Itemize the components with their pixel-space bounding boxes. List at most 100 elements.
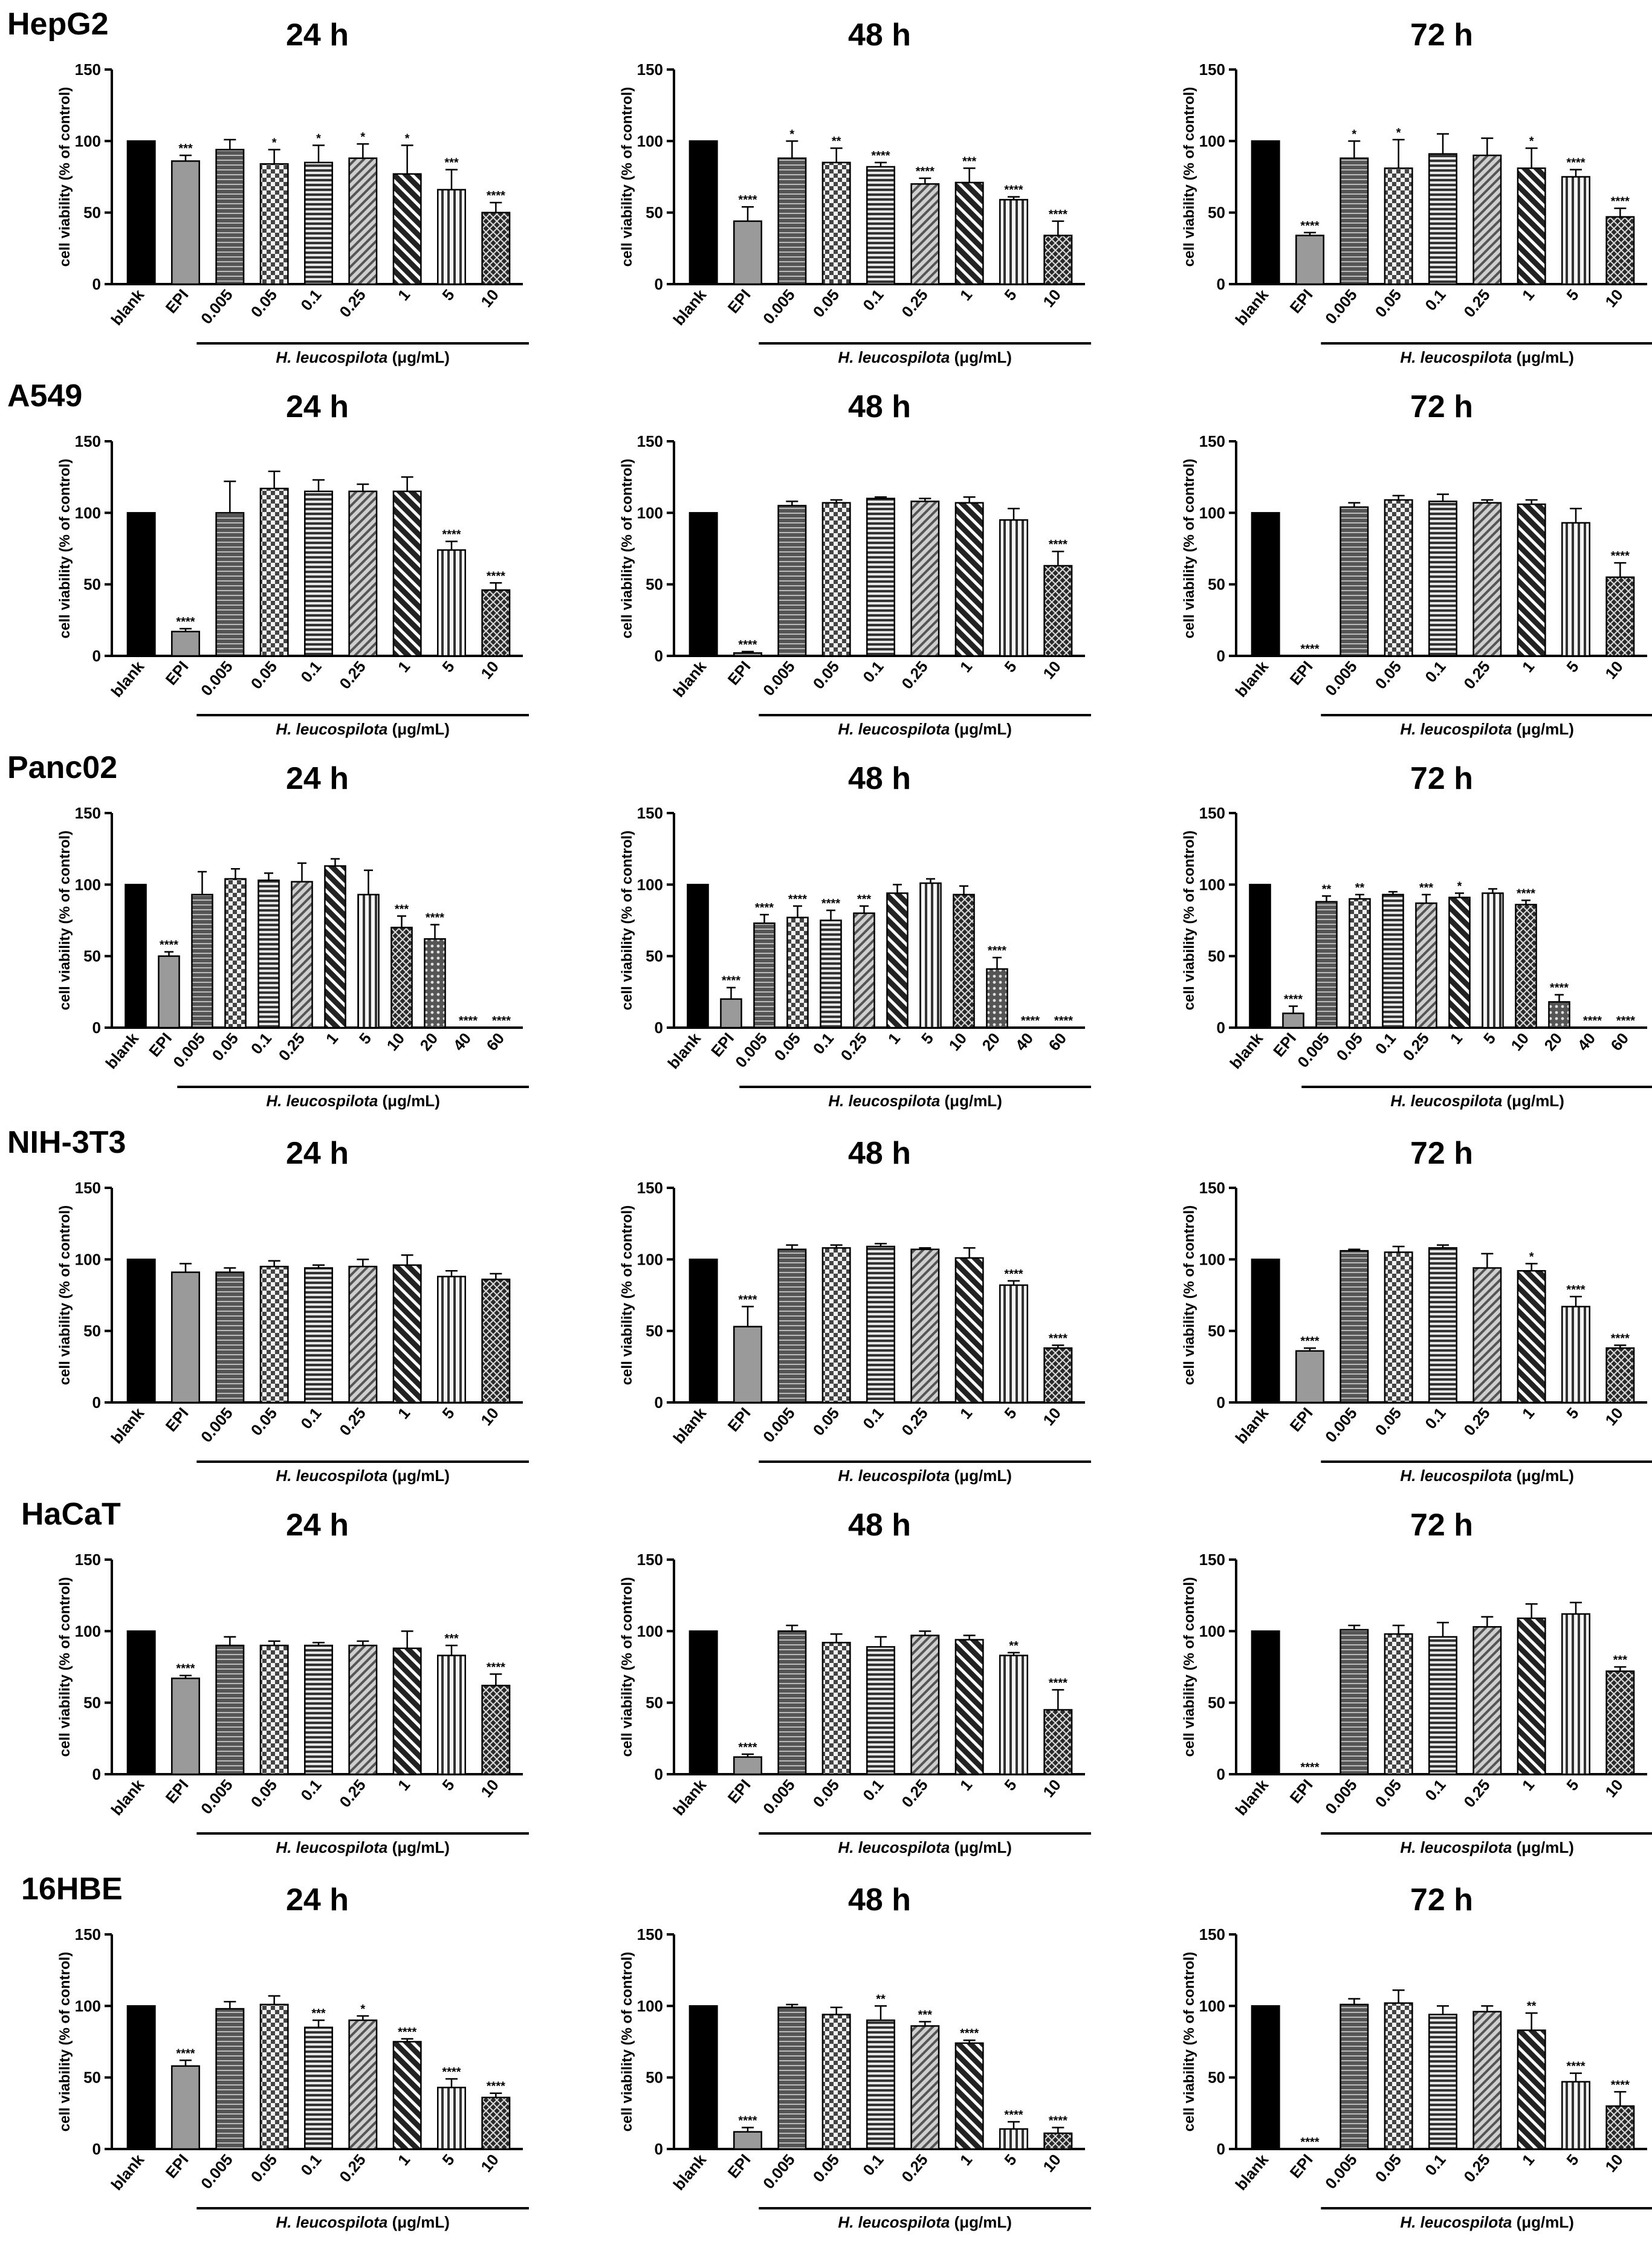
x-axis-label: H. leucospilota (μg/mL) [838, 2213, 1011, 2231]
x-tick-label: 1 [394, 1776, 413, 1794]
y-tick-label: 150 [75, 60, 101, 79]
bar [481, 1685, 511, 1775]
x-tick-label: 5 [1000, 1776, 1020, 1794]
bar [392, 1647, 422, 1775]
x-tick-label: EPI [724, 2151, 754, 2182]
x-tick-label: 0.25 [335, 1776, 369, 1811]
bar [171, 630, 200, 657]
x-tick-label: 10 [1039, 1404, 1064, 1429]
x-tick-label: 5 [918, 1029, 937, 1048]
x-tick-label: 10 [383, 1029, 409, 1054]
bar [481, 589, 511, 657]
significance-label: **** [1517, 887, 1535, 900]
significance-label: **** [398, 2026, 416, 2039]
bar [688, 1259, 718, 1404]
bar [1472, 2011, 1502, 2150]
significance-label: **** [1049, 1332, 1067, 1345]
x-tick-label: 0.25 [1399, 1029, 1433, 1065]
significance-label: *** [918, 2008, 933, 2021]
x-axis-label-species: H. leucospilota [266, 1092, 378, 1110]
bar [1517, 1270, 1546, 1404]
x-tick-label: 0.005 [759, 286, 798, 328]
significance-label: **** [442, 2066, 461, 2079]
y-tick-label: 50 [1208, 2069, 1225, 2087]
x-tick-label: 0.25 [898, 658, 931, 693]
x-axis-label-unit: (μg/mL) [950, 1467, 1012, 1485]
y-tick-label: 50 [83, 204, 101, 222]
y-tick-label: 50 [646, 1322, 663, 1340]
bar [259, 163, 289, 285]
bar [1428, 1247, 1457, 1404]
bar [1517, 167, 1546, 285]
bar [1472, 1626, 1502, 1775]
x-tick-label: 5 [1563, 1776, 1582, 1794]
significance-label: **** [1004, 2109, 1023, 2122]
y-tick-label: 150 [75, 1925, 101, 1943]
significance-label: **** [1611, 1332, 1630, 1345]
x-axis-label-species: H. leucospilota [1400, 720, 1512, 738]
bar [348, 1644, 378, 1775]
x-axis-label-species: H. leucospilota [838, 1467, 950, 1485]
bar [733, 1326, 762, 1404]
x-tick-label: 1 [956, 1404, 976, 1422]
bar [910, 1635, 940, 1775]
bar [1282, 1013, 1304, 1029]
x-tick-label: 0.1 [1421, 658, 1449, 686]
chart-title: 24 h [286, 1882, 349, 1917]
x-tick-label: 0.25 [335, 2151, 369, 2186]
x-axis-label: H. leucospilota (μg/mL) [838, 1467, 1011, 1485]
x-axis-label-unit: (μg/mL) [1502, 1092, 1564, 1110]
significance-label: * [316, 132, 321, 145]
row-label-hacat: HaCaT [21, 1497, 121, 1532]
bar [1517, 1617, 1546, 1775]
significance-label: **** [1583, 1014, 1602, 1028]
y-tick-label: 50 [83, 1694, 101, 1712]
significance-label: **** [916, 165, 935, 178]
x-tick-label: 0.1 [1421, 1404, 1449, 1433]
x-tick-label: 5 [1563, 658, 1582, 676]
bar [259, 2003, 289, 2150]
significance-label: **** [487, 2080, 505, 2093]
x-axis-label-species: H. leucospilota [276, 2213, 387, 2231]
bar [1349, 898, 1371, 1029]
x-tick-label: 5 [1563, 1404, 1582, 1422]
x-tick-label: 0.05 [1372, 658, 1405, 693]
x-tick-label: 10 [1508, 1029, 1533, 1054]
chart-title: 48 h [848, 761, 911, 796]
x-axis-label: H. leucospilota (μg/mL) [276, 2213, 449, 2231]
bar [1251, 2005, 1280, 2150]
x-axis-label: H. leucospilota (μg/mL) [1390, 1092, 1564, 1110]
x-tick-label: EPI [707, 1029, 737, 1060]
x-tick-label: 0.005 [197, 658, 236, 699]
x-tick-label: 10 [1039, 658, 1064, 682]
x-tick-label: 5 [355, 1029, 375, 1048]
y-axis-label: cell viability (% of control) [619, 1205, 635, 1385]
significance-label: **** [988, 944, 1006, 958]
x-axis-label-species: H. leucospilota [1400, 1838, 1512, 1856]
significance-label: *** [178, 142, 193, 155]
x-tick-label: 10 [1039, 1776, 1064, 1801]
x-tick-label: 0.25 [898, 1776, 931, 1811]
significance-label: **** [1049, 538, 1067, 551]
chart-title: 48 h [848, 1882, 911, 1917]
y-tick-label: 50 [646, 2069, 663, 2087]
x-tick-label: 1 [956, 286, 976, 304]
x-tick-label: 1 [394, 286, 413, 304]
bar [324, 865, 346, 1029]
bar [126, 1259, 156, 1404]
bar [304, 490, 333, 657]
x-axis-label-unit: (μg/mL) [950, 1838, 1012, 1856]
x-tick-label: blank [108, 285, 148, 329]
significance-label: **** [487, 1661, 505, 1674]
x-axis-label: H. leucospilota (μg/mL) [838, 348, 1011, 366]
significance-label: **** [1049, 1676, 1067, 1690]
bar [437, 1655, 466, 1775]
bar [1315, 901, 1338, 1029]
significance-label: **** [1566, 2060, 1585, 2073]
x-axis-label: H. leucospilota (μg/mL) [828, 1092, 1002, 1110]
y-axis-label: cell viability (% of control) [57, 1205, 73, 1385]
x-tick-label: 0.25 [1460, 658, 1494, 693]
bar [821, 502, 851, 657]
y-tick-label: 0 [655, 2140, 663, 2158]
